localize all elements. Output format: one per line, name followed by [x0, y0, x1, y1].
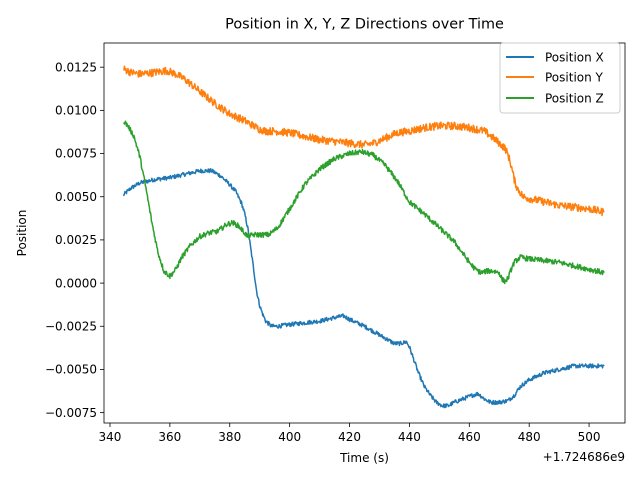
x-axis-label: Time (s) — [339, 451, 389, 465]
legend-box — [499, 42, 621, 114]
y-tick-label: −0.0075 — [45, 406, 97, 420]
x-tick-label: 400 — [278, 430, 301, 444]
x-tick-label: 420 — [338, 430, 361, 444]
x-axis-ticks: 340 360 380 400 420 440 460 480 500 — [99, 423, 601, 444]
y-tick-label: −0.0050 — [45, 363, 97, 377]
y-axis-label: Position — [15, 210, 29, 257]
legend-label-position-x: Position X — [545, 51, 604, 65]
x-offset-label: +1.724686e9 — [543, 450, 625, 464]
legend-label-position-z: Position Z — [545, 92, 604, 106]
y-tick-label: 0.0075 — [55, 147, 97, 161]
x-tick-label: 340 — [99, 430, 122, 444]
series-line-position-x — [122, 168, 605, 409]
axes-frame — [103, 42, 626, 424]
y-tick-label: 0.0125 — [55, 60, 97, 74]
chart-title: Position in X, Y, Z Directions over Time — [225, 17, 504, 33]
x-tick-label: 440 — [398, 430, 421, 444]
y-tick-label: 0.0050 — [55, 190, 97, 204]
x-tick-label: 380 — [218, 430, 241, 444]
series-line-position-z — [123, 120, 605, 285]
y-axis-ticks: −0.0075 −0.0050 −0.0025 0.0000 0.0025 0.0050 0… — [45, 60, 104, 420]
legend-label-position-y: Position Y — [545, 71, 604, 85]
y-tick-label: 0.0025 — [55, 233, 97, 247]
x-tick-label: 500 — [578, 430, 601, 444]
y-tick-label: 0.0100 — [55, 104, 97, 118]
x-tick-label: 480 — [518, 430, 541, 444]
series-line-position-y — [122, 65, 605, 217]
x-tick-label: 460 — [458, 430, 481, 444]
y-tick-label: 0.0000 — [55, 276, 97, 290]
x-tick-label: 360 — [158, 430, 181, 444]
y-tick-label: −0.0025 — [45, 319, 97, 333]
legend: Position X Position Y Position Z — [499, 42, 621, 114]
series-layer — [122, 65, 605, 409]
